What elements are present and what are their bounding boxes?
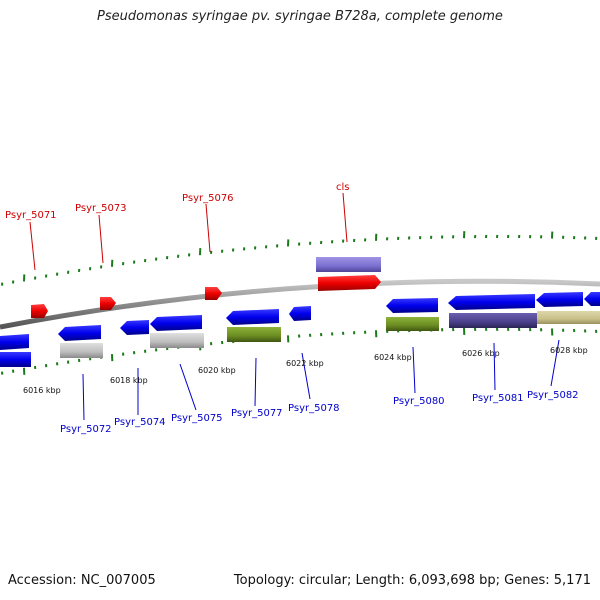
gene-label-psyr5081[interactable]: Psyr_5081: [472, 393, 524, 404]
leader-psyr5078: [301, 352, 311, 400]
scale-label: 6018 kbp: [110, 376, 148, 385]
gene-labels-top: Psyr_5071 Psyr_5073 Psyr_5076 cls: [5, 182, 350, 221]
upper-tick-track: [1, 231, 598, 286]
gene-arrow-cls[interactable]: [318, 275, 381, 291]
accession-label: Accession: NC_007005: [8, 573, 156, 588]
gene-arrow-psyr5074[interactable]: [120, 320, 149, 335]
feature-psyr5072-gray[interactable]: [60, 343, 103, 358]
gene-label-cls[interactable]: cls: [336, 182, 350, 193]
gene-arrow-psyr5078[interactable]: [289, 306, 311, 321]
gene-label-psyr5075[interactable]: Psyr_5075: [171, 413, 223, 424]
gene-label-psyr5082[interactable]: Psyr_5082: [527, 390, 579, 401]
gene-arrow-psyr5080[interactable]: [386, 298, 438, 313]
leader-psyr5076: [205, 203, 211, 253]
gene-arrow-psyr5082[interactable]: [536, 292, 583, 307]
gene-arrow-psyr5077[interactable]: [226, 309, 279, 325]
gene-arrow-psyr5075[interactable]: [150, 315, 202, 331]
scale-label: 6026 kbp: [462, 349, 500, 358]
scale-label: 6024 kbp: [374, 353, 412, 362]
leader-psyr5072: [82, 373, 85, 421]
leader-cls: [342, 192, 348, 243]
gene-arrow-psyr5072[interactable]: [58, 325, 101, 341]
leader-psyr5077: [254, 357, 257, 407]
gene-label-psyr5074[interactable]: Psyr_5074: [114, 417, 166, 428]
gene-label-psyr5077[interactable]: Psyr_5077: [231, 408, 283, 419]
scale-label: 6028 kbp: [550, 346, 588, 355]
gene-label-psyr5072[interactable]: Psyr_5072: [60, 424, 112, 435]
gene-arrow-psyr5076[interactable]: [205, 287, 222, 300]
feature-psyr5081-navy[interactable]: [449, 313, 537, 328]
label-leaders: [29, 192, 560, 421]
scale-label: 6020 kbp: [198, 366, 236, 375]
gene-label-psyr5080[interactable]: Psyr_5080: [393, 396, 445, 407]
feature-psyr5075-gray[interactable]: [150, 333, 204, 348]
gene-label-psyr5071[interactable]: Psyr_5071: [5, 210, 57, 221]
gene-labels-bottom: Psyr_5072 Psyr_5074 Psyr_5075 Psyr_5077 …: [60, 390, 579, 435]
feature-cls-protein[interactable]: [316, 257, 381, 272]
leader-psyr5082: [550, 339, 560, 387]
reverse-genes: [0, 292, 600, 367]
genome-summary: Topology: circular; Length: 6,093,698 bp…: [233, 573, 591, 588]
gene-label-psyr5076[interactable]: Psyr_5076: [182, 193, 234, 204]
gene-arrow-psyr5070[interactable]: [0, 334, 29, 350]
feature-psyr5077-olive[interactable]: [227, 327, 281, 342]
gene-arrow-psyr5071[interactable]: [31, 304, 48, 318]
leader-psyr5075: [179, 363, 197, 411]
gene-label-psyr5078[interactable]: Psyr_5078: [288, 403, 340, 414]
gene-arrow-psyr5081[interactable]: [448, 294, 535, 310]
gene-arrow-psyr5083[interactable]: [584, 292, 600, 306]
feature-psyr5080-olive[interactable]: [386, 317, 439, 331]
scale-label: 6022 kbp: [286, 359, 324, 368]
leader-psyr5080: [412, 346, 416, 394]
gene-arrow-psyr5073[interactable]: [100, 297, 116, 310]
scale-label: 6016 kbp: [23, 386, 61, 395]
leader-psyr5073: [98, 214, 104, 264]
scale-labels: 6016 kbp 6018 kbp 6020 kbp 6022 kbp 6024…: [23, 346, 588, 395]
genome-backbone: [0, 278, 600, 330]
feature-psyr5082-khaki[interactable]: [537, 311, 600, 324]
gene-label-psyr5073[interactable]: Psyr_5073: [75, 203, 127, 214]
leader-psyr5071: [29, 221, 36, 271]
feature-psyr5070-bar[interactable]: [0, 352, 31, 367]
leader-psyr5081: [493, 342, 496, 391]
forward-genes: [31, 257, 381, 318]
genome-title: Pseudomonas syringae pv. syringae B728a,…: [97, 9, 503, 24]
